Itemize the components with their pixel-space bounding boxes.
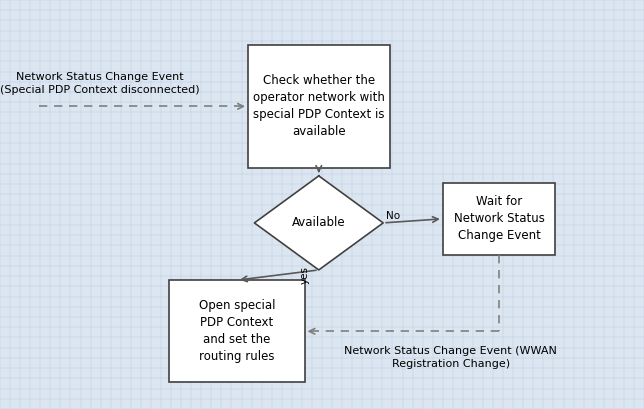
- Text: Open special
PDP Context
and set the
routing rules: Open special PDP Context and set the rou…: [199, 299, 275, 363]
- Text: Network Status Change Event
(Special PDP Context disconnected): Network Status Change Event (Special PDP…: [0, 72, 200, 95]
- Text: Wait for
Network Status
Change Event: Wait for Network Status Change Event: [453, 196, 545, 242]
- Text: No: No: [386, 211, 400, 220]
- Text: Available: Available: [292, 216, 346, 229]
- Polygon shape: [254, 176, 383, 270]
- Text: Check whether the
operator network with
special PDP Context is
available: Check whether the operator network with …: [253, 74, 384, 138]
- Text: Network Status Change Event (WWAN
Registration Change): Network Status Change Event (WWAN Regist…: [345, 346, 557, 369]
- Bar: [169, 280, 305, 382]
- Text: yes: yes: [299, 266, 310, 284]
- Bar: [443, 183, 555, 254]
- Bar: [248, 45, 390, 168]
